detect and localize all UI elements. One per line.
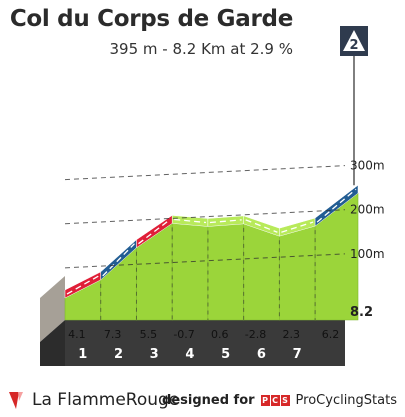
gradient-label: 0.6 [211,328,229,341]
pcs-letter: S [280,394,290,406]
elevation-tick-label: 300m [350,159,385,173]
ribbon-centerline [281,221,314,233]
ribbon-centerline [174,218,206,224]
km-marker-label: 3 [150,347,159,362]
brand-name: La FlammeRouge [32,390,180,410]
pcs-logo-icon: P C S [260,394,291,406]
km-marker-label: 6 [257,347,266,362]
elevation-gridline [64,165,346,181]
segment-area [207,223,244,321]
category-triangle-icon [343,30,365,51]
flamme-rouge-brand: La FlammeRouge [6,388,179,412]
segment-area [243,223,280,321]
km-marker-label: 1 [78,347,87,362]
gradient-label: 4.1 [68,328,86,341]
ribbon-centerline [66,275,100,295]
segment-area [279,225,316,321]
ribbon-centerline [245,219,278,233]
ribbon-centerline [209,219,242,224]
gradient-label: 6.2 [322,328,340,341]
credit-line: designed for P C S ProCyclingStats [162,388,397,412]
gradient-label: -0.7 [173,328,194,341]
km-marker-label: 4 [185,347,194,362]
flamme-rouge-logo-icon [9,392,23,409]
ribbon-centerline [316,188,357,223]
page-title: Col du Corps de Garde [9,6,293,32]
gradient-label: 2.3 [283,328,301,341]
profile-base-front [65,320,345,366]
segment-area [171,223,209,321]
km-marker-label: 7 [293,347,302,362]
elevation-tick-label: 200m [350,203,385,217]
km-marker-label: 2 [114,347,123,362]
gradient-label: 5.5 [140,328,158,341]
ribbon-centerline [102,243,135,277]
pcs-letter: C [270,394,280,406]
km-marker-label: 5 [221,347,230,362]
elevation-tick-label: 100m [350,247,385,261]
total-distance-label: 8.2 [350,305,373,320]
ribbon-centerline [138,218,171,245]
elevation-gridline [64,209,346,225]
gradient-label: -2.8 [245,328,266,341]
gradient-label: 7.3 [104,328,122,341]
pcs-name: ProCyclingStats [295,392,397,408]
profile-base-side [40,320,65,366]
category-number: 2 [349,38,358,53]
page-subtitle: 395 m - 8.2 Km at 2.9 % [109,40,293,58]
credit-label: designed for [162,392,255,408]
elevation-gridline [64,253,346,269]
pcs-letter: P [260,394,270,406]
